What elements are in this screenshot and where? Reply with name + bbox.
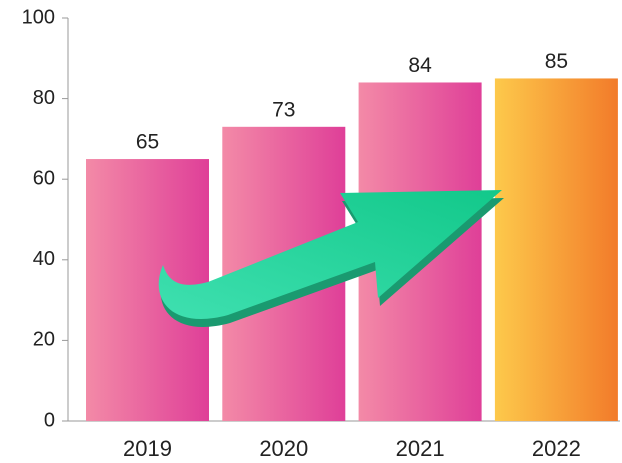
y-tick-label: 100 [22, 6, 55, 28]
y-tick-label: 40 [33, 248, 55, 270]
y-tick-label: 60 [33, 167, 55, 189]
x-tick-label: 2021 [396, 436, 445, 461]
value-label: 65 [136, 131, 159, 154]
bar [495, 78, 618, 421]
y-tick-label: 80 [33, 87, 55, 109]
x-tick-label: 2019 [123, 436, 172, 461]
value-label: 85 [545, 50, 568, 73]
value-label: 73 [272, 98, 295, 121]
plot-area: 0 20 40 60 80 100 65 2019 73 2020 84 2021 85 2022 [22, 6, 620, 461]
value-label: 84 [408, 54, 432, 77]
y-tick-label: 20 [33, 329, 55, 351]
x-tick-label: 2020 [259, 436, 308, 461]
x-tick-label: 2022 [532, 436, 581, 461]
y-tick-label: 0 [44, 409, 55, 431]
